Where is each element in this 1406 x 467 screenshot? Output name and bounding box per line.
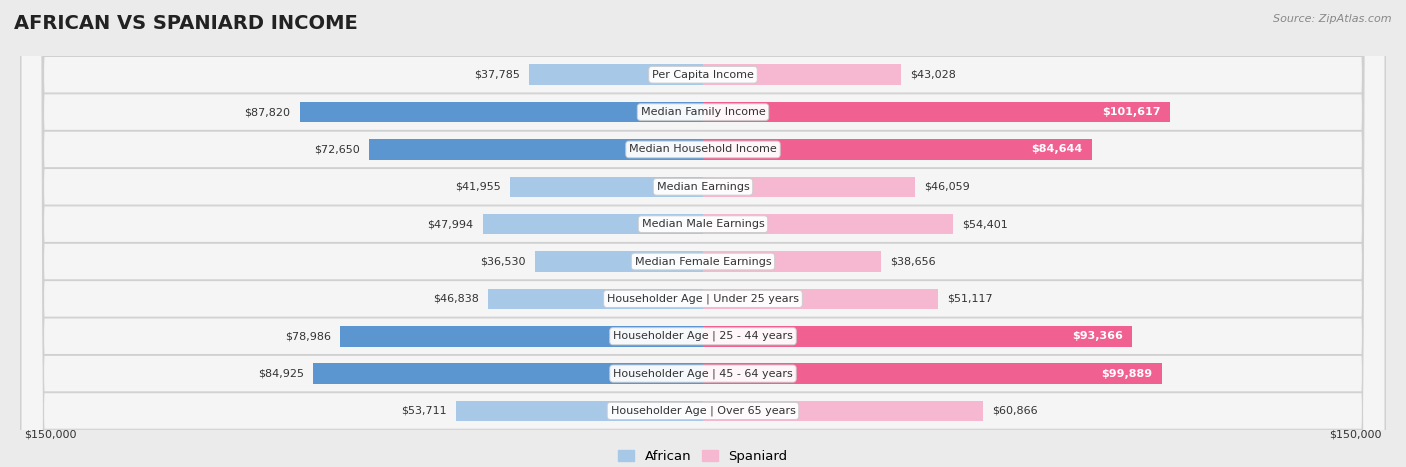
Text: $36,530: $36,530	[481, 256, 526, 267]
FancyBboxPatch shape	[21, 0, 1385, 467]
FancyBboxPatch shape	[21, 0, 1385, 467]
Bar	[370, 139, 703, 160]
Text: Householder Age | 25 - 44 years: Householder Age | 25 - 44 years	[613, 331, 793, 341]
Text: $150,000: $150,000	[24, 430, 77, 439]
Text: Median Female Earnings: Median Female Earnings	[634, 256, 772, 267]
Text: $43,028: $43,028	[910, 70, 956, 80]
Bar	[299, 102, 703, 122]
Text: $51,117: $51,117	[948, 294, 993, 304]
Text: Householder Age | 45 - 64 years: Householder Age | 45 - 64 years	[613, 368, 793, 379]
FancyBboxPatch shape	[21, 0, 1385, 467]
Text: AFRICAN VS SPANIARD INCOME: AFRICAN VS SPANIARD INCOME	[14, 14, 357, 33]
Bar	[703, 177, 914, 197]
Text: $46,059: $46,059	[924, 182, 970, 192]
Text: Median Earnings: Median Earnings	[657, 182, 749, 192]
Bar	[340, 326, 703, 347]
Text: Householder Age | Under 25 years: Householder Age | Under 25 years	[607, 294, 799, 304]
Bar	[703, 326, 1132, 347]
Bar	[510, 177, 703, 197]
Text: $38,656: $38,656	[890, 256, 935, 267]
Bar	[703, 289, 938, 309]
Text: $99,889: $99,889	[1101, 368, 1153, 379]
Text: $54,401: $54,401	[962, 219, 1008, 229]
Legend: African, Spaniard: African, Spaniard	[613, 444, 793, 467]
Text: Median Family Income: Median Family Income	[641, 107, 765, 117]
Text: $53,711: $53,711	[402, 406, 447, 416]
FancyBboxPatch shape	[21, 0, 1385, 467]
Bar	[703, 214, 953, 234]
Bar	[488, 289, 703, 309]
Text: Per Capita Income: Per Capita Income	[652, 70, 754, 80]
Text: Householder Age | Over 65 years: Householder Age | Over 65 years	[610, 406, 796, 416]
Text: $93,366: $93,366	[1071, 331, 1122, 341]
Bar	[703, 251, 880, 272]
Text: $87,820: $87,820	[245, 107, 291, 117]
FancyBboxPatch shape	[21, 0, 1385, 467]
Text: $84,925: $84,925	[257, 368, 304, 379]
Text: Median Male Earnings: Median Male Earnings	[641, 219, 765, 229]
Bar	[457, 401, 703, 421]
Text: Source: ZipAtlas.com: Source: ZipAtlas.com	[1274, 14, 1392, 24]
Text: $60,866: $60,866	[991, 406, 1038, 416]
Text: $41,955: $41,955	[456, 182, 501, 192]
FancyBboxPatch shape	[21, 0, 1385, 467]
Text: $72,650: $72,650	[315, 144, 360, 155]
FancyBboxPatch shape	[21, 0, 1385, 467]
Text: $37,785: $37,785	[474, 70, 520, 80]
Bar	[703, 363, 1161, 384]
Bar	[482, 214, 703, 234]
Text: Median Household Income: Median Household Income	[628, 144, 778, 155]
Bar	[703, 139, 1092, 160]
Text: $101,617: $101,617	[1102, 107, 1160, 117]
FancyBboxPatch shape	[21, 0, 1385, 467]
Bar	[703, 102, 1170, 122]
Text: $78,986: $78,986	[285, 331, 330, 341]
Text: $47,994: $47,994	[427, 219, 474, 229]
Bar	[703, 401, 983, 421]
Bar	[536, 251, 703, 272]
FancyBboxPatch shape	[21, 0, 1385, 467]
FancyBboxPatch shape	[21, 0, 1385, 467]
Text: $150,000: $150,000	[1329, 430, 1382, 439]
Text: $46,838: $46,838	[433, 294, 478, 304]
Bar	[703, 64, 901, 85]
Bar	[314, 363, 703, 384]
Bar	[530, 64, 703, 85]
Text: $84,644: $84,644	[1032, 144, 1083, 155]
